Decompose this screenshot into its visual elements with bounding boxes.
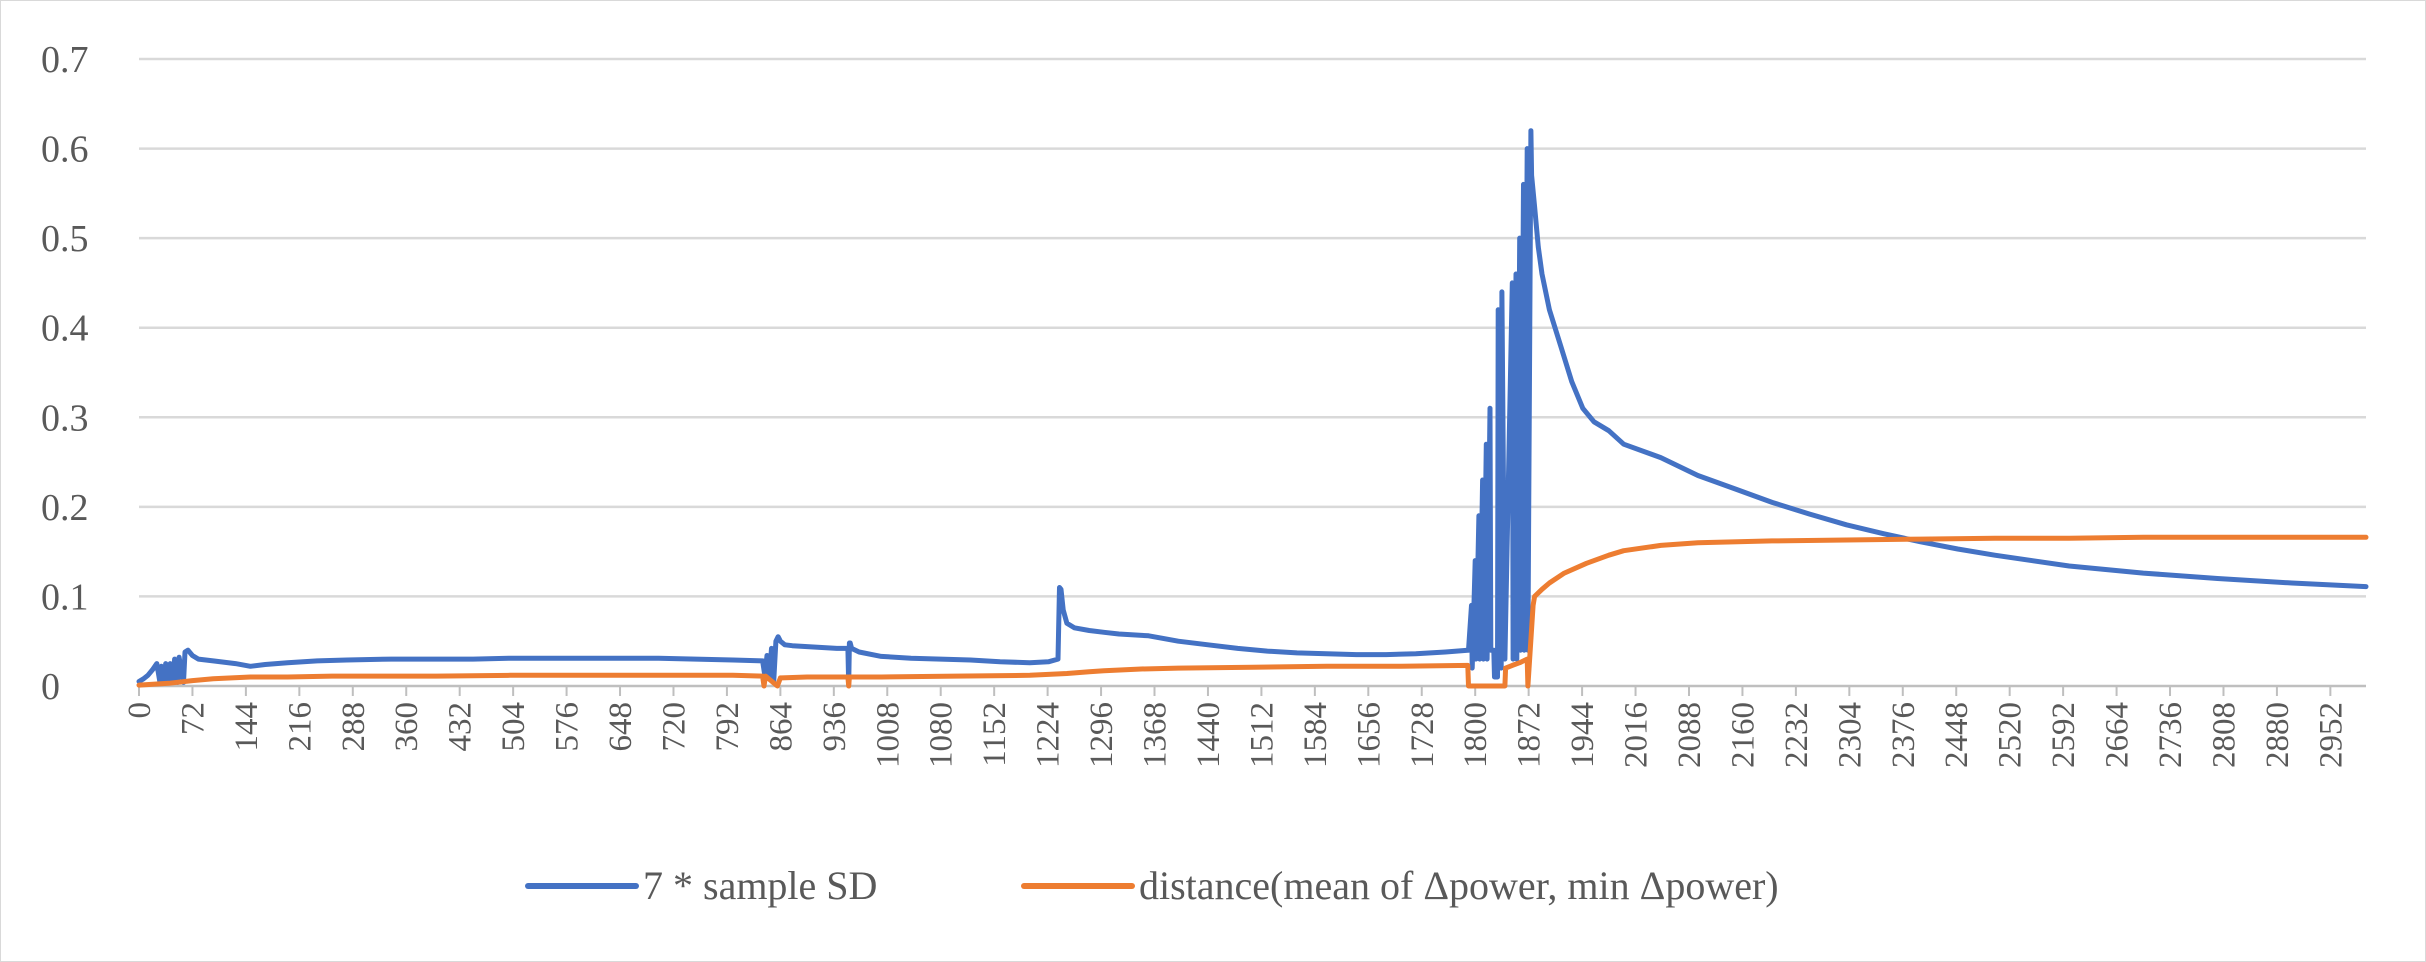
x-tick-label: 2304: [1832, 702, 1868, 768]
x-tick-label: 144: [229, 702, 265, 752]
x-tick-label: 2952: [2313, 702, 2349, 768]
x-tick-label: 2448: [1939, 702, 1975, 768]
y-tick-label: 0.1: [41, 576, 89, 618]
x-tick-label: 2016: [1619, 702, 1655, 768]
series-line-2: [136, 534, 2369, 689]
y-tick-label: 0.2: [41, 487, 89, 529]
x-tick-label: 864: [763, 702, 799, 752]
legend: 7 * sample SD distance(mean of Δpower, mi…: [525, 863, 1779, 908]
x-tick-label: 1512: [1244, 702, 1280, 768]
x-tick-label: 2808: [2206, 702, 2242, 768]
x-tick-label: 1080: [924, 702, 960, 768]
x-tick-label: 432: [443, 702, 479, 752]
gridlines: [139, 57, 2366, 688]
x-tick-label: 2592: [2046, 702, 2082, 768]
x-tick-label: 1152: [977, 702, 1013, 767]
x-tick-label: 2088: [1672, 702, 1708, 768]
x-tick-label: 1008: [870, 702, 906, 768]
x-axis: 0 72 144 216 288 360 432 504 576 648 720 792 864 936 1…: [122, 686, 2349, 768]
x-tick-label: 1584: [1298, 702, 1334, 768]
x-tick-label: 288: [336, 702, 372, 752]
x-tick-label: 2880: [2260, 702, 2296, 768]
x-tick-label: 1224: [1031, 702, 1067, 768]
x-tick-label: 1728: [1405, 702, 1441, 768]
y-tick-label: 0.6: [41, 129, 89, 171]
y-tick-label: 0: [41, 666, 60, 708]
x-tick-label: 216: [282, 702, 318, 752]
x-tick-label: 72: [175, 702, 211, 735]
y-axis: 0 0.1 0.2 0.3 0.4 0.5 0.6 0.7: [41, 39, 89, 708]
y-tick-label: 0.4: [41, 308, 89, 350]
x-tick-label: 2376: [1886, 702, 1922, 768]
x-tick-label: 648: [603, 702, 639, 752]
x-tick-label: 576: [550, 702, 586, 752]
x-tick-label: 1800: [1458, 702, 1494, 768]
legend-label-2: distance(mean of Δpower, min Δpower): [1139, 863, 1779, 908]
x-tick-label: 1296: [1084, 702, 1120, 768]
x-tick-label: 1440: [1191, 702, 1227, 768]
x-tick-label: 2232: [1779, 702, 1815, 768]
y-tick-label: 0.3: [41, 397, 89, 439]
x-tick-label: 2664: [2100, 702, 2136, 768]
x-tick-label: 0: [122, 702, 158, 719]
series-lines: [136, 128, 2369, 689]
y-tick-label: 0.5: [41, 218, 89, 260]
x-tick-label: 936: [817, 702, 853, 752]
x-tick-label: 1872: [1512, 702, 1548, 768]
x-tick-label: 792: [710, 702, 746, 752]
x-tick-label: 1656: [1351, 702, 1387, 768]
x-tick-label: 1368: [1138, 702, 1174, 768]
legend-label-1: 7 * sample SD: [643, 863, 877, 908]
x-tick-label: 1944: [1565, 702, 1601, 768]
x-tick-label: 504: [496, 702, 532, 752]
y-tick-label: 0.7: [41, 39, 89, 81]
x-tick-label: 2520: [1993, 702, 2029, 768]
x-tick-label: 720: [656, 702, 692, 752]
x-tick-label: 360: [389, 702, 425, 752]
x-tick-label: 2160: [1725, 702, 1761, 768]
series-line-1: [136, 128, 2369, 687]
x-tick-label: 2736: [2153, 702, 2189, 768]
